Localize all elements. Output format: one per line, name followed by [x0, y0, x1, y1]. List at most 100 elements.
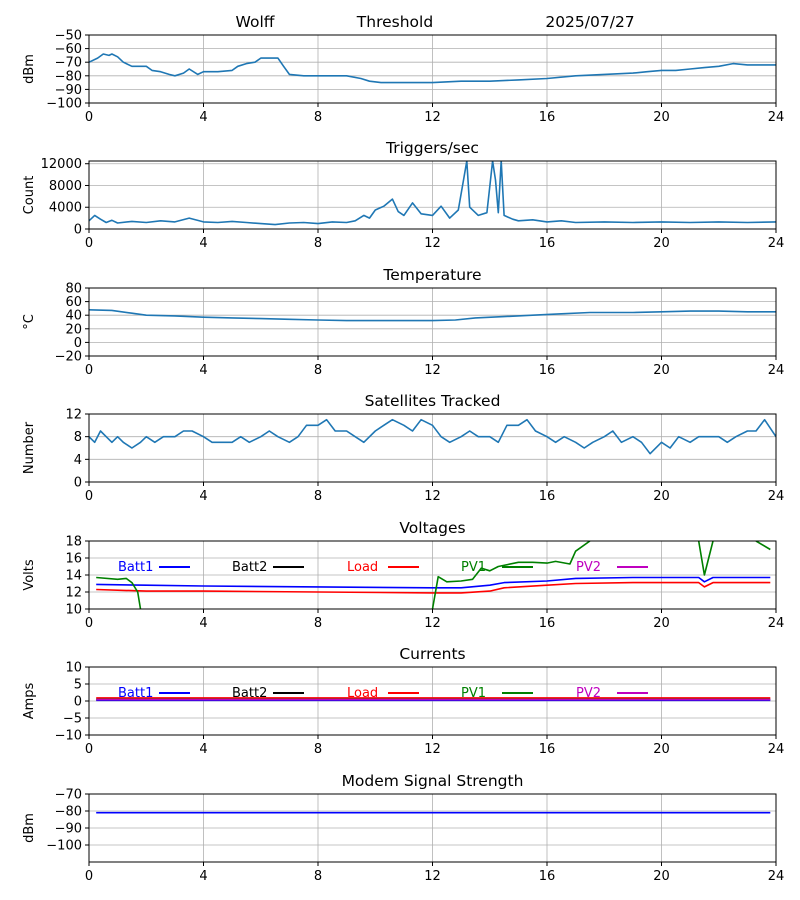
legend-label-pv1: PV1 — [461, 560, 486, 575]
y-tick-label: 14 — [65, 569, 82, 584]
x-tick-label: 0 — [85, 236, 93, 251]
x-tick-label: 0 — [85, 110, 93, 125]
header-date: 2025/07/27 — [545, 13, 634, 31]
y-tick-label: 0 — [74, 476, 82, 491]
panel-title: Modem Signal Strength — [342, 772, 524, 790]
x-tick-label: 8 — [314, 236, 322, 251]
legend-label-batt1: Batt1 — [118, 560, 153, 575]
header-station: Wolff — [236, 13, 275, 31]
x-tick-label: 20 — [653, 742, 670, 757]
y-tick-label: −20 — [55, 350, 82, 365]
x-tick-label: 16 — [539, 869, 556, 884]
y-tick-label: −50 — [55, 29, 82, 44]
x-tick-label: 12 — [424, 616, 441, 631]
series-group — [89, 418, 776, 455]
y-axis-label: °C — [22, 314, 37, 330]
panel-title: Satellites Tracked — [365, 392, 501, 410]
x-tick-label: 16 — [539, 616, 556, 631]
x-tick-label: 4 — [199, 110, 207, 125]
y-tick-label: −5 — [63, 712, 82, 727]
y-tick-label: 10 — [65, 661, 82, 676]
x-tick-label: 20 — [653, 869, 670, 884]
y-axis-label: Volts — [22, 559, 37, 591]
y-tick-label: 80 — [65, 282, 82, 297]
x-tick-label: 4 — [199, 616, 207, 631]
legend-label-pv2: PV2 — [576, 686, 601, 701]
series-group — [96, 541, 771, 609]
y-tick-label: 0 — [74, 336, 82, 351]
series-line-pv1 — [96, 576, 142, 609]
y-tick-label: 5 — [74, 678, 82, 693]
legend-label-load: Load — [347, 686, 378, 701]
series-group — [89, 53, 776, 84]
x-tick-label: 8 — [314, 489, 322, 504]
x-tick-label: 4 — [199, 869, 207, 884]
legend-label-batt2: Batt2 — [232, 560, 267, 575]
x-tick-label: 16 — [539, 363, 556, 378]
x-tick-label: 16 — [539, 489, 556, 504]
panel-title: Temperature — [382, 266, 481, 284]
series-line-load — [96, 581, 771, 594]
x-tick-label: 8 — [314, 616, 322, 631]
legend-label-pv1: PV1 — [461, 686, 486, 701]
x-tick-label: 0 — [85, 742, 93, 757]
x-tick-label: 8 — [314, 869, 322, 884]
series-group — [96, 697, 771, 702]
y-tick-label: −80 — [55, 69, 82, 84]
x-tick-label: 24 — [768, 110, 785, 125]
series-line-main — [89, 53, 776, 84]
x-tick-label: 4 — [199, 236, 207, 251]
panel-7: 0 4 8 12 16 20 24 −100 −90 −80 −70 Modem Signal Str… — [22, 772, 784, 884]
y-tick-label: 20 — [65, 322, 82, 337]
y-tick-label: −60 — [55, 42, 82, 57]
series-line-batt1 — [96, 576, 771, 589]
panel-title: Triggers/sec — [385, 139, 479, 157]
x-tick-label: 24 — [768, 363, 785, 378]
x-tick-label: 12 — [424, 363, 441, 378]
x-tick-label: 0 — [85, 616, 93, 631]
panel-1: 0 4 8 12 16 20 24 −100−90−80−70−60−50 dBm — [22, 29, 784, 126]
x-tick-label: 12 — [424, 236, 441, 251]
panel-2: 0 4 8 12 16 20 24 0 4000 8000 12000 Triggers/sec Cou… — [22, 139, 784, 251]
y-axis-label: dBm — [22, 813, 37, 843]
x-tick-label: 20 — [653, 236, 670, 251]
y-tick-label: 18 — [65, 535, 82, 550]
x-tick-label: 12 — [424, 869, 441, 884]
x-tick-label: 12 — [424, 489, 441, 504]
x-tick-label: 0 — [85, 869, 93, 884]
header: Wolff Threshold 2025/07/27 — [236, 13, 635, 31]
y-tick-label: −80 — [55, 805, 82, 820]
legend-label-pv2: PV2 — [576, 560, 601, 575]
y-tick-label: −90 — [55, 83, 82, 98]
series-line-main — [89, 309, 776, 322]
x-tick-label: 24 — [768, 616, 785, 631]
series-line-pv1 — [431, 541, 591, 609]
y-tick-label: 60 — [65, 295, 82, 310]
x-tick-label: 4 — [199, 489, 207, 504]
y-axis-label: Amps — [22, 682, 37, 719]
x-tick-label: 12 — [424, 742, 441, 757]
legend-label-batt2: Batt2 — [232, 686, 267, 701]
panel-title: Voltages — [399, 519, 465, 537]
x-tick-label: 20 — [653, 489, 670, 504]
y-tick-label: −70 — [55, 56, 82, 71]
x-tick-label: 8 — [314, 110, 322, 125]
y-tick-label: 10 — [65, 603, 82, 618]
y-tick-label: 8 — [74, 430, 82, 445]
x-tick-label: 24 — [768, 489, 785, 504]
x-tick-label: 4 — [199, 363, 207, 378]
x-tick-label: 12 — [424, 110, 441, 125]
panel-title: Currents — [399, 645, 465, 663]
x-tick-label: 20 — [653, 363, 670, 378]
x-tick-label: 0 — [85, 489, 93, 504]
y-tick-label: −90 — [55, 822, 82, 837]
y-tick-label: 12000 — [41, 157, 82, 172]
y-tick-label: 40 — [65, 309, 82, 324]
panel-4: 0 4 8 12 16 20 24 0 4 8 12 Satellites Tracked Number — [22, 392, 784, 504]
legend-label-load: Load — [347, 560, 378, 575]
x-tick-label: 24 — [768, 869, 785, 884]
x-tick-label: 0 — [85, 363, 93, 378]
